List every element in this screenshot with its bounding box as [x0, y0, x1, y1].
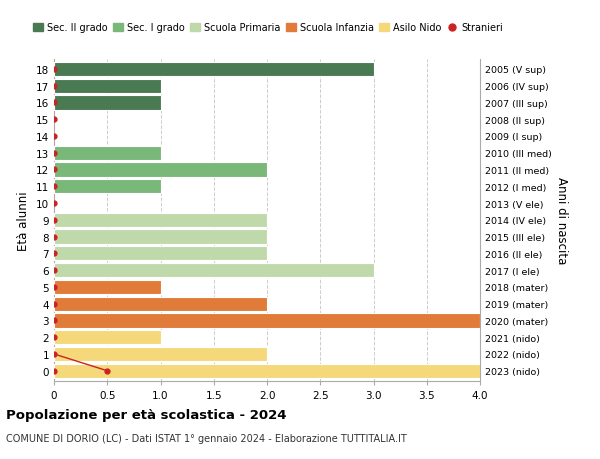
- Y-axis label: Età alunni: Età alunni: [17, 190, 31, 250]
- Bar: [54, 330, 161, 345]
- Bar: [54, 79, 161, 94]
- Bar: [54, 313, 480, 328]
- Bar: [54, 96, 161, 110]
- Bar: [54, 263, 373, 278]
- Bar: [54, 230, 267, 244]
- Bar: [54, 347, 267, 361]
- Bar: [54, 246, 267, 261]
- Text: Popolazione per età scolastica - 2024: Popolazione per età scolastica - 2024: [6, 408, 287, 421]
- Bar: [54, 62, 373, 77]
- Legend: Sec. II grado, Sec. I grado, Scuola Primaria, Scuola Infanzia, Asilo Nido, Stran: Sec. II grado, Sec. I grado, Scuola Prim…: [29, 20, 506, 37]
- Bar: [54, 146, 161, 161]
- Bar: [54, 280, 161, 294]
- Bar: [54, 213, 267, 227]
- Text: COMUNE DI DORIO (LC) - Dati ISTAT 1° gennaio 2024 - Elaborazione TUTTITALIA.IT: COMUNE DI DORIO (LC) - Dati ISTAT 1° gen…: [6, 433, 407, 442]
- Bar: [54, 163, 267, 177]
- Bar: [54, 364, 480, 378]
- Bar: [54, 297, 267, 311]
- Y-axis label: Anni di nascita: Anni di nascita: [556, 177, 568, 264]
- Bar: [54, 180, 161, 194]
